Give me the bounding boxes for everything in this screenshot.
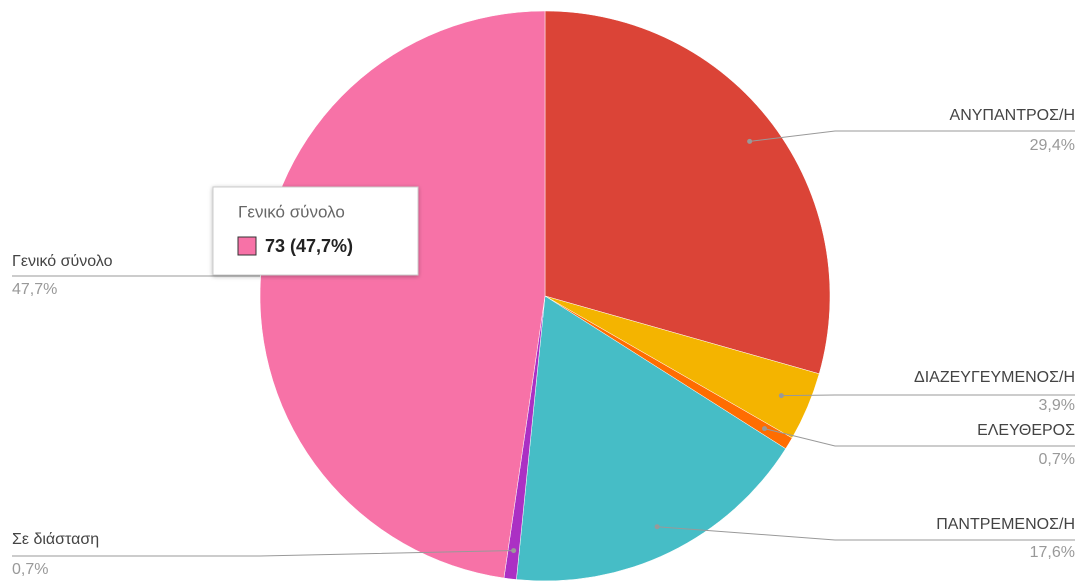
leader-dot	[747, 138, 753, 144]
slice-label: Σε διάσταση	[12, 531, 99, 548]
slice-value: 47,7%	[12, 281, 57, 298]
leader-line	[781, 394, 1075, 397]
slice-value: 3,9%	[1039, 397, 1075, 414]
pie	[259, 10, 831, 582]
slice-label: ΔΙΑΖΕΥΓΕΥΜΕΝΟΣ/Η	[914, 369, 1075, 386]
leader-dot	[654, 524, 660, 530]
labels: ΑΝΥΠΑΝΤΡΟΣ/Η 29,4% ΔΙΑΖΕΥΓΕΥΜΕΝΟΣ/Η 3,9% ΕΛΕ…	[12, 107, 1075, 578]
tooltip-swatch	[237, 236, 257, 256]
slice-value: 0,7%	[1039, 451, 1075, 468]
leader-dot	[762, 426, 768, 432]
slice	[516, 295, 786, 582]
leader-line	[764, 428, 1075, 447]
slice-value: 0,7%	[12, 561, 48, 578]
leader-line	[657, 526, 1075, 541]
leader-dot	[778, 393, 784, 399]
slice-value: 29,4%	[1030, 137, 1075, 154]
tooltip-box	[212, 186, 419, 276]
tooltip-title: Γενικό σύνολο	[238, 202, 345, 221]
slice	[259, 10, 546, 579]
leader-line	[12, 550, 514, 557]
leader-line	[749, 130, 1075, 142]
slice	[544, 10, 831, 375]
slice-label: ΑΝΥΠΑΝΤΡΟΣ/Η	[950, 107, 1075, 124]
leader-dot	[511, 548, 517, 554]
slice-label: ΠΑΝΤΡΕΜΕΝΟΣ/Η	[936, 516, 1075, 533]
slice-value: 17,6%	[1030, 544, 1075, 561]
tooltip: Γενικό σύνολο 73 (47,7%)	[212, 186, 419, 276]
slice-label: ΕΛΕΥΘΕΡΟΣ	[977, 422, 1075, 439]
tooltip-text: 73 (47,7%)	[265, 236, 353, 256]
slice-label: Γενικό σύνολο	[12, 253, 113, 270]
